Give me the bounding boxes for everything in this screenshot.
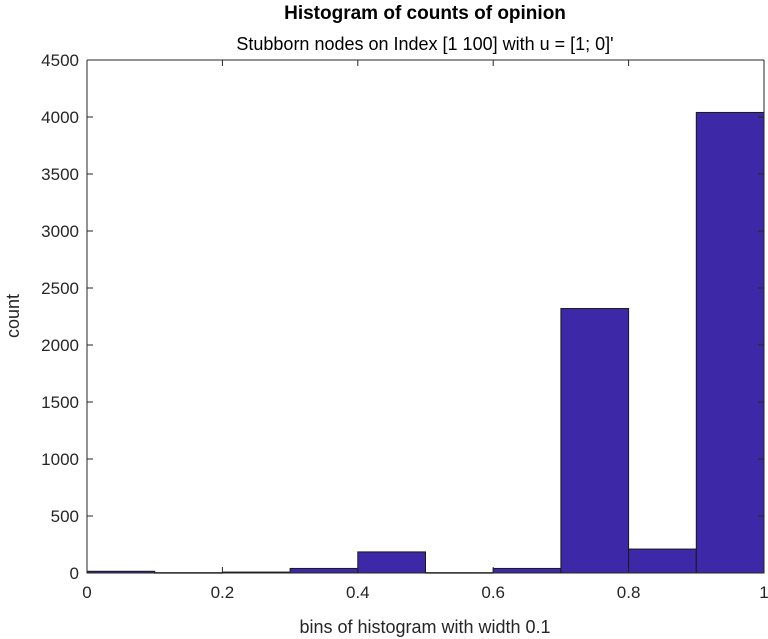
plot-area	[87, 60, 764, 573]
histogram-bar-9	[628, 548, 697, 574]
y-tick-label: 1000	[41, 450, 79, 469]
y-axis-label: count	[3, 294, 23, 338]
x-tick-label: 1	[759, 583, 768, 602]
y-tick-label: 0	[70, 564, 79, 583]
y-tick-label: 1500	[41, 393, 79, 412]
chart-title: Histogram of counts of opinion	[284, 3, 566, 24]
histogram-bar-10	[695, 111, 765, 574]
histogram-bars	[86, 111, 765, 574]
axes	[86, 59, 765, 574]
x-tick-label: 0.8	[617, 583, 641, 602]
x-axis-label: bins of histogram with width 0.1	[299, 617, 550, 637]
x-axis-ticks: 0 0.2 0.4 0.6 0.8 1	[82, 60, 768, 602]
y-tick-label: 500	[51, 507, 79, 526]
y-tick-label: 4000	[41, 108, 79, 127]
histogram-bar-5	[357, 551, 426, 574]
y-tick-label: 4500	[41, 51, 79, 70]
x-tick-label: 0.4	[346, 583, 370, 602]
histogram-bar-7	[492, 567, 562, 574]
x-tick-label: 0.6	[481, 583, 505, 602]
histogram-bar-4	[289, 567, 359, 574]
y-tick-label: 3500	[41, 165, 79, 184]
y-axis-ticks: 0 500 1000 1500 2000 2500 3000 3500 4000 4500	[41, 51, 764, 583]
y-tick-label: 2500	[41, 279, 79, 298]
y-tick-label: 3000	[41, 222, 79, 241]
y-tick-label: 2000	[41, 336, 79, 355]
chart-subtitle: Stubborn nodes on Index [1 100] with u =…	[236, 34, 613, 54]
x-tick-label: 0.2	[211, 583, 235, 602]
x-tick-label: 0	[82, 583, 91, 602]
histogram-bar-8	[560, 308, 630, 574]
